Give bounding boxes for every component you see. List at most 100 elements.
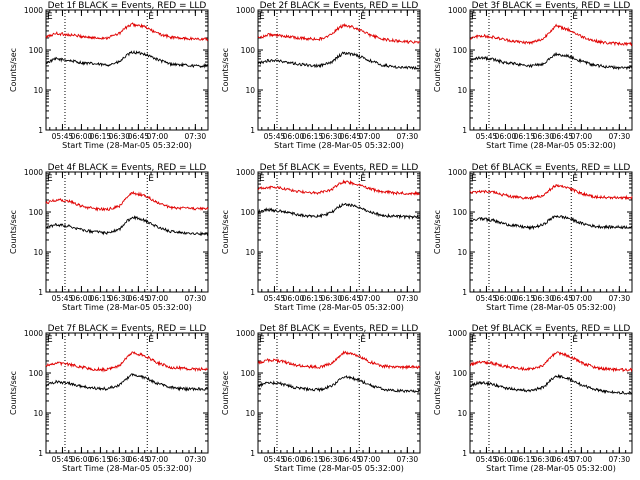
x-tick-label: 07:00 (359, 132, 381, 141)
y-tick-label: 1000 (24, 6, 43, 15)
event-marker-label: E (47, 335, 53, 345)
x-tick-label: 07:30 (185, 455, 207, 464)
y-axis-label: Counts/sec (433, 210, 442, 254)
plot-frame (469, 171, 633, 293)
event-marker-label: E (148, 335, 154, 345)
panel-title: Det 8f BLACK = Events, RED = LLD (260, 324, 419, 334)
x-tick-label: 06:00 (495, 132, 517, 141)
series-line-events (45, 373, 209, 392)
event-marker-label: E (47, 12, 53, 22)
x-axis-label: Start Time (28-Mar-05 05:32:00) (62, 464, 192, 473)
chart-panel-1: Det 1f BLACK = Events, RED = LLD 1 10 100 10… (9, 1, 209, 150)
x-axis-label: Start Time (28-Mar-05 05:32:00) (486, 464, 616, 473)
event-marker-label: E (360, 12, 366, 22)
panel-title: Det 2f BLACK = Events, RED = LLD (260, 1, 419, 11)
y-axis-label: Counts/sec (221, 210, 230, 254)
x-tick-label: 07:00 (571, 132, 593, 141)
x-tick-label: 06:30 (321, 294, 343, 303)
chart-panel-7: Det 7f BLACK = Events, RED = LLD 1 10 100 10… (9, 324, 209, 473)
y-axis-label: Counts/sec (9, 210, 18, 254)
x-tick-label: 07:30 (609, 455, 631, 464)
y-tick-label: 10 (457, 409, 467, 418)
x-tick-label: 06:30 (109, 455, 131, 464)
series-line-lld (45, 22, 209, 42)
y-tick-label: 10 (457, 248, 467, 257)
chart-panel-9: Det 9f BLACK = Events, RED = LLD 1 10 100 10… (433, 324, 633, 473)
x-tick-label: 06:15 (90, 294, 112, 303)
x-tick-label: 07:00 (359, 294, 381, 303)
y-tick-label: 100 (241, 369, 256, 378)
y-axis-label: Counts/sec (9, 371, 18, 415)
x-tick-label: 06:15 (302, 455, 324, 464)
y-tick-label: 100 (241, 208, 256, 217)
x-tick-label: 05:45 (52, 132, 74, 141)
y-tick-label: 1000 (236, 329, 255, 338)
x-tick-label: 06:15 (90, 455, 112, 464)
x-tick-label: 05:45 (264, 455, 286, 464)
x-tick-label: 05:45 (476, 455, 498, 464)
x-tick-label: 06:45 (552, 294, 574, 303)
plot-frame (45, 171, 209, 293)
series-line-events (469, 373, 633, 395)
x-tick-label: 06:45 (552, 455, 574, 464)
y-axis-label: Counts/sec (221, 48, 230, 92)
y-tick-label: 1000 (24, 329, 43, 338)
y-tick-label: 10 (33, 248, 43, 257)
y-tick-label: 1000 (448, 168, 467, 177)
x-tick-label: 06:15 (514, 294, 536, 303)
y-tick-label: 1000 (448, 329, 467, 338)
x-tick-label: 05:45 (264, 132, 286, 141)
series-line-lld (469, 351, 633, 373)
y-tick-label: 1 (250, 126, 255, 135)
y-tick-label: 100 (453, 369, 468, 378)
y-tick-label: 100 (453, 208, 468, 217)
plot-frame (257, 9, 421, 131)
event-marker-label: E (360, 174, 366, 184)
y-tick-label: 1 (462, 126, 467, 135)
x-tick-label: 06:00 (283, 132, 305, 141)
event-marker-label: E (360, 335, 366, 345)
x-tick-label: 06:15 (514, 455, 536, 464)
event-marker-label: E (259, 12, 265, 22)
x-tick-label: 05:45 (52, 294, 74, 303)
y-tick-label: 10 (457, 86, 467, 95)
x-tick-label: 07:30 (185, 132, 207, 141)
panel-title: Det 7f BLACK = Events, RED = LLD (48, 324, 207, 334)
x-tick-label: 07:30 (397, 455, 419, 464)
x-tick-label: 06:15 (90, 132, 112, 141)
y-axis-label: Counts/sec (433, 371, 442, 415)
plot-frame (257, 332, 421, 454)
y-tick-label: 1 (250, 449, 255, 458)
panel-title: Det 6f BLACK = Events, RED = LLD (472, 163, 631, 173)
panel-title: Det 9f BLACK = Events, RED = LLD (472, 324, 631, 334)
x-tick-label: 06:30 (321, 455, 343, 464)
event-marker-label: E (572, 174, 578, 184)
x-tick-label: 07:00 (571, 455, 593, 464)
series-line-events (257, 51, 421, 71)
y-tick-label: 1 (38, 449, 43, 458)
y-tick-label: 10 (245, 86, 255, 95)
x-tick-label: 06:45 (128, 294, 150, 303)
x-tick-label: 07:00 (147, 132, 169, 141)
x-tick-label: 07:00 (147, 294, 169, 303)
chart-panel-5: Det 5f BLACK = Events, RED = LLD 1 10 100 10… (221, 163, 421, 312)
x-tick-label: 06:45 (128, 132, 150, 141)
x-tick-label: 06:00 (283, 294, 305, 303)
y-tick-label: 1000 (236, 6, 255, 15)
x-tick-label: 06:30 (109, 294, 131, 303)
event-marker-label: E (471, 12, 477, 22)
y-tick-label: 10 (33, 86, 43, 95)
x-tick-label: 05:45 (264, 294, 286, 303)
event-marker-label: E (148, 12, 154, 22)
x-tick-label: 07:00 (147, 455, 169, 464)
y-tick-label: 1000 (24, 168, 43, 177)
series-line-lld (257, 23, 421, 45)
x-tick-label: 05:45 (476, 132, 498, 141)
chart-panel-6: Det 6f BLACK = Events, RED = LLD 1 10 100 10… (433, 163, 633, 312)
x-tick-label: 06:45 (552, 132, 574, 141)
x-tick-label: 06:30 (533, 132, 555, 141)
x-tick-label: 06:30 (533, 455, 555, 464)
y-tick-label: 10 (33, 409, 43, 418)
event-marker-label: E (572, 335, 578, 345)
y-tick-label: 100 (29, 46, 44, 55)
